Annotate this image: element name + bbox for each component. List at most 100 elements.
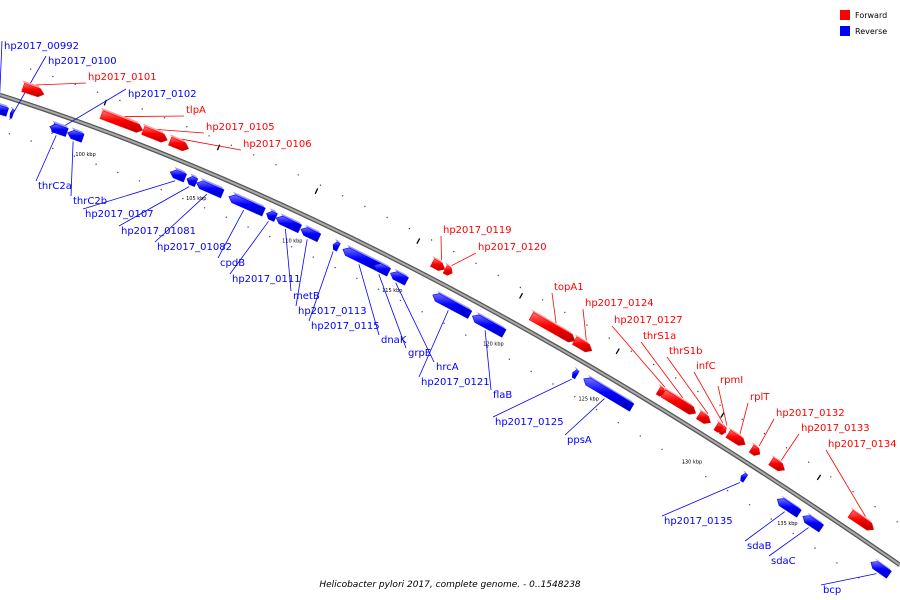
cpdB-label[interactable]: cpdB xyxy=(220,258,245,269)
rpmI-label[interactable]: rpmI xyxy=(720,375,743,386)
hp2017_0107-label[interactable]: hp2017_0107 xyxy=(85,209,154,220)
hp2017_0125-feature[interactable] xyxy=(571,366,580,380)
guide-dot xyxy=(608,337,610,339)
tlpA-feature[interactable] xyxy=(99,107,144,133)
flaB-label[interactable]: flaB xyxy=(493,390,512,401)
hp2017_0124-feature[interactable] xyxy=(571,334,593,353)
metB-feature[interactable] xyxy=(275,213,302,234)
cpdB-feature[interactable] xyxy=(228,191,266,217)
thrS1a-label[interactable]: thrS1a xyxy=(643,331,676,342)
guide-dot xyxy=(792,532,794,535)
hp2017_01081-label[interactable]: hp2017_01081 xyxy=(121,226,196,237)
hp2017_01081-feature[interactable] xyxy=(186,173,199,187)
hp2017_0124-label[interactable]: hp2017_0124 xyxy=(585,298,654,309)
hp2017_0102-label[interactable]: hp2017_0102 xyxy=(128,89,197,100)
hrcA-label[interactable]: hrcA xyxy=(436,362,459,373)
hp2017_00992-feature[interactable] xyxy=(0,103,9,117)
hp2017_0115-feature[interactable] xyxy=(332,238,341,252)
sdaB-label[interactable]: sdaB xyxy=(747,541,772,552)
hp2017_0132-label[interactable]: hp2017_0132 xyxy=(776,408,845,419)
dnaK-label[interactable]: dnaK xyxy=(381,335,407,346)
guide-dot xyxy=(814,547,816,549)
hp2017_0100-feature[interactable] xyxy=(9,106,15,119)
thrS1b-label[interactable]: thrS1b xyxy=(669,346,702,357)
hp2017_0100-label[interactable]: hp2017_0100 xyxy=(48,56,117,67)
hp2017_0113-feature[interactable] xyxy=(300,224,322,243)
hp2017_0111-feature[interactable] xyxy=(266,208,278,222)
hp2017_0133-feature[interactable] xyxy=(768,454,785,472)
guide-dot xyxy=(770,518,772,520)
hp2017_0120-label[interactable]: hp2017_0120 xyxy=(478,242,547,253)
bcp-feature-top xyxy=(875,558,892,572)
hp2017_0119-label[interactable]: hp2017_0119 xyxy=(443,225,512,236)
sdaC-feature[interactable] xyxy=(802,512,825,533)
bcp-label[interactable]: bcp xyxy=(823,585,841,596)
thrC2a-label[interactable]: thrC2a xyxy=(38,181,72,192)
hp2017_0121-feature[interactable] xyxy=(432,290,473,319)
bcp-feature[interactable] xyxy=(870,558,892,579)
guide-dot xyxy=(29,68,32,70)
flaB-feature[interactable] xyxy=(471,311,507,338)
infC-label[interactable]: infC xyxy=(696,361,716,372)
rplT-label[interactable]: rplT xyxy=(750,392,770,403)
hrcA-feature[interactable] xyxy=(390,268,409,286)
hp2017_0106-feature-top xyxy=(169,134,186,143)
hp2017_01082-label[interactable]: hp2017_01082 xyxy=(157,242,232,253)
hp2017_0125-feature-body xyxy=(571,369,580,380)
hp2017_0106-label[interactable]: hp2017_0106 xyxy=(243,139,312,150)
hp2017_0107-feature[interactable] xyxy=(169,166,187,183)
hp2017_0101-feature[interactable] xyxy=(21,80,45,98)
sdaC-label[interactable]: sdaC xyxy=(771,556,796,567)
tlpA-label[interactable]: tlpA xyxy=(186,105,206,116)
hp2017_01082-feature[interactable] xyxy=(196,177,225,199)
grpE-connector xyxy=(378,274,407,349)
hp2017_0113-label[interactable]: hp2017_0113 xyxy=(298,306,367,317)
guide-dot xyxy=(319,184,322,186)
metB-label[interactable]: metB xyxy=(293,291,320,302)
hp2017_0111-label[interactable]: hp2017_0111 xyxy=(232,274,301,285)
hp2017_0106-feature[interactable] xyxy=(168,134,190,152)
hp2017_0135-label[interactable]: hp2017_0135 xyxy=(664,516,733,527)
hp2017_0105-label[interactable]: hp2017_0105 xyxy=(206,122,275,133)
hp2017_0125-label[interactable]: hp2017_0125 xyxy=(495,417,564,428)
thrS1b-feature[interactable] xyxy=(695,408,711,424)
guide-dot xyxy=(486,346,489,348)
hp2017_0121-label[interactable]: hp2017_0121 xyxy=(421,377,490,388)
grpE-label[interactable]: grpE xyxy=(408,348,431,359)
hp2017_0133-label[interactable]: hp2017_0133 xyxy=(801,423,870,434)
thrS1a-connector xyxy=(640,341,684,399)
thrC2b-label[interactable]: thrC2b xyxy=(73,196,107,207)
sdaB-feature[interactable] xyxy=(776,495,802,518)
hp2017_0120-feature[interactable] xyxy=(442,262,453,276)
rpmI-feature[interactable] xyxy=(718,423,727,436)
cpdB-feature-body xyxy=(228,194,266,217)
guide-dot xyxy=(675,377,677,379)
guide-dot xyxy=(430,239,433,241)
hp2017_0134-label[interactable]: hp2017_0134 xyxy=(828,439,897,450)
topA1-feature[interactable] xyxy=(528,309,576,343)
grpE-feature[interactable] xyxy=(373,260,392,277)
hp2017_0105-feature[interactable] xyxy=(141,123,168,143)
hp2017_0119-feature-top xyxy=(432,255,443,264)
hp2017_0134-feature-body xyxy=(847,509,874,531)
thrS1b-connector xyxy=(666,356,709,414)
ppsA-feature[interactable] xyxy=(583,374,635,412)
rplT-feature[interactable] xyxy=(725,427,746,446)
hp2017_00992-label[interactable]: hp2017_00992 xyxy=(4,41,79,52)
topA1-label[interactable]: topA1 xyxy=(554,282,584,293)
grpE-feature-body xyxy=(373,263,392,277)
thrS1a-feature[interactable] xyxy=(660,386,697,415)
hp2017_0100-feature-top xyxy=(10,106,15,111)
ppsA-label[interactable]: ppsA xyxy=(567,435,592,446)
hp2017_0134-feature[interactable] xyxy=(847,507,874,531)
hp2017_0119-feature[interactable] xyxy=(429,255,446,271)
hp2017_0101-label[interactable]: hp2017_0101 xyxy=(88,72,157,83)
hp2017_0127-label[interactable]: hp2017_0127 xyxy=(614,315,683,326)
hp2017_0115-label[interactable]: hp2017_0115 xyxy=(311,321,380,332)
hp2017_0132-feature[interactable] xyxy=(748,442,761,456)
hp2017_0135-feature[interactable] xyxy=(740,470,749,483)
thrC2a-feature[interactable] xyxy=(49,121,69,137)
guide-dot xyxy=(697,390,699,393)
thrC2b-feature[interactable] xyxy=(67,127,85,143)
